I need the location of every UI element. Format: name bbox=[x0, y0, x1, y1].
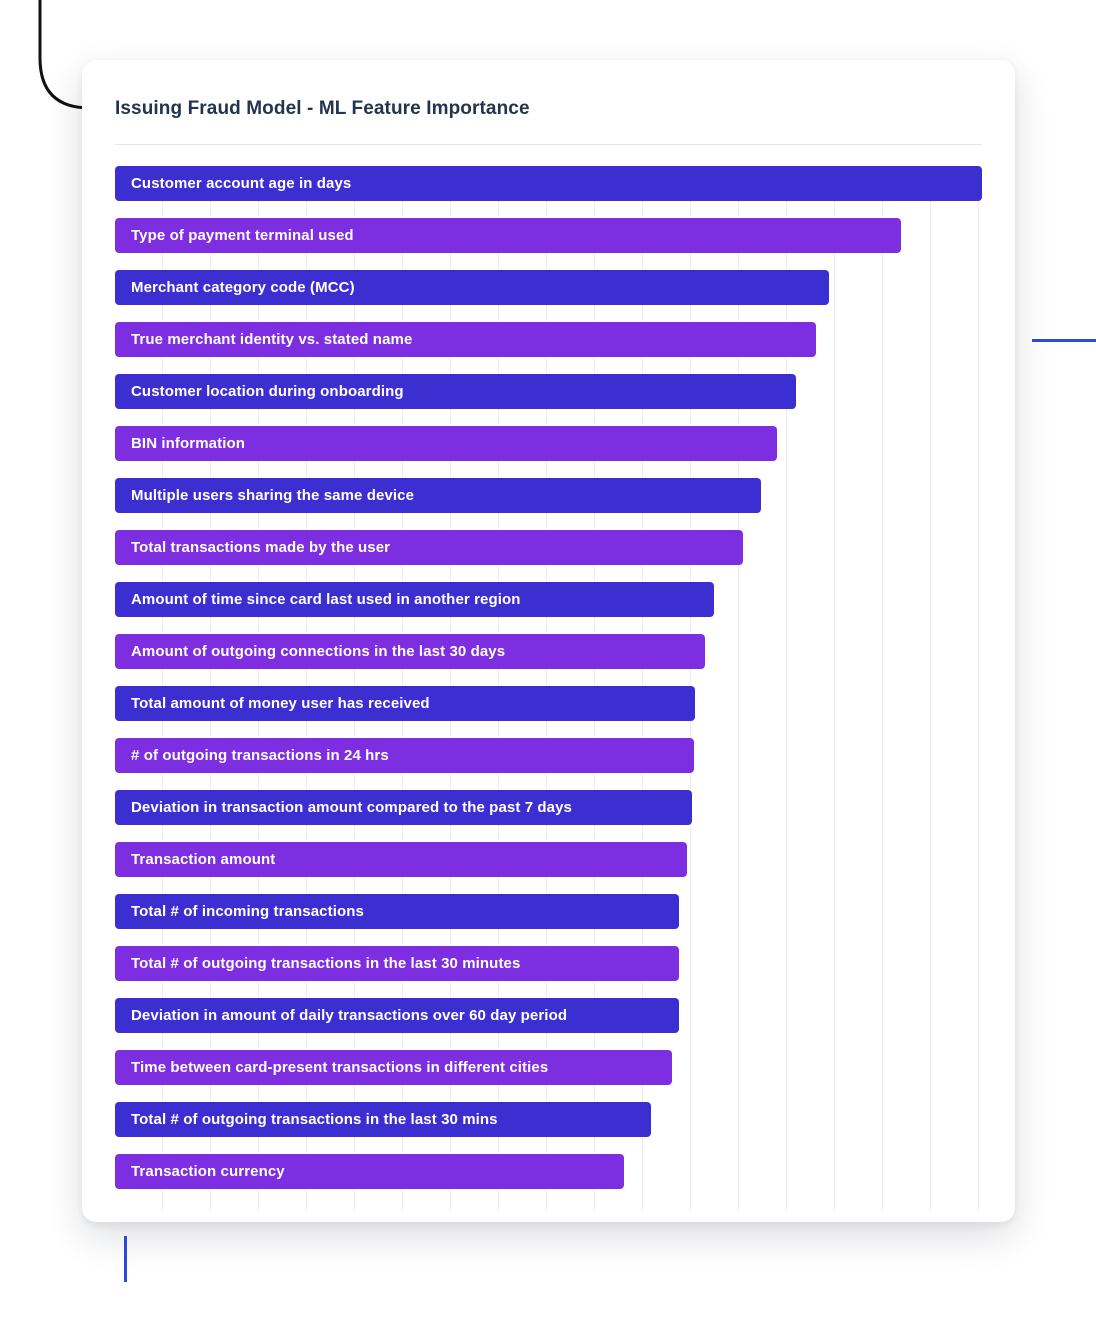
bar: Total # of outgoing transactions in the … bbox=[115, 946, 680, 981]
bar-label: Transaction amount bbox=[131, 851, 276, 868]
bar-row: Customer account age in days bbox=[115, 166, 982, 218]
bar-row: Total transactions made by the user bbox=[115, 530, 982, 582]
bar: Deviation in transaction amount compared… bbox=[115, 790, 692, 825]
bar-label: Multiple users sharing the same device bbox=[131, 487, 415, 504]
bar-row: Merchant category code (MCC) bbox=[115, 270, 982, 322]
page-title: Issuing Fraud Model - ML Feature Importa… bbox=[115, 98, 530, 119]
bar-label: Total # of incoming transactions bbox=[131, 903, 364, 920]
bar: Customer account age in days bbox=[115, 166, 982, 201]
bar: Amount of time since card last used in a… bbox=[115, 582, 715, 617]
bar-row: Amount of outgoing connections in the la… bbox=[115, 634, 982, 686]
bar-row: # of outgoing transactions in 24 hrs bbox=[115, 738, 982, 790]
bar-label: Total transactions made by the user bbox=[131, 539, 391, 556]
bar: True merchant identity vs. stated name bbox=[115, 322, 816, 357]
bar-label: Transaction currency bbox=[131, 1163, 285, 1180]
bar-row: Transaction currency bbox=[115, 1154, 982, 1206]
bar-label: BIN information bbox=[131, 435, 245, 452]
bar: # of outgoing transactions in 24 hrs bbox=[115, 738, 695, 773]
bar-chart: Customer account age in days Type of paym… bbox=[115, 166, 982, 1212]
bar: Customer location during onboarding bbox=[115, 374, 797, 409]
bar-label: Amount of outgoing connections in the la… bbox=[131, 643, 506, 660]
bar: BIN information bbox=[115, 426, 778, 461]
bar-label: Deviation in amount of daily transaction… bbox=[131, 1007, 568, 1024]
bar-row: Total # of incoming transactions bbox=[115, 894, 982, 946]
bar: Total amount of money user has received bbox=[115, 686, 696, 721]
bar-label: Customer account age in days bbox=[131, 175, 352, 192]
right-edge-mark bbox=[1032, 339, 1096, 342]
bar-label: Time between card-present transactions i… bbox=[131, 1059, 549, 1076]
title-divider bbox=[115, 144, 982, 145]
bar-row: Deviation in transaction amount compared… bbox=[115, 790, 982, 842]
bar-row: Total # of outgoing transactions in the … bbox=[115, 1102, 982, 1154]
bottom-edge-mark bbox=[124, 1236, 127, 1282]
bar: Multiple users sharing the same device bbox=[115, 478, 761, 513]
bar-row: Time between card-present transactions i… bbox=[115, 1050, 982, 1102]
bar: Transaction amount bbox=[115, 842, 688, 877]
bar: Total # of incoming transactions bbox=[115, 894, 680, 929]
bar-label: Total amount of money user has received bbox=[131, 695, 430, 712]
bar-row: Multiple users sharing the same device bbox=[115, 478, 982, 530]
bar-row: Total # of outgoing transactions in the … bbox=[115, 946, 982, 998]
bar-row: Type of payment terminal used bbox=[115, 218, 982, 270]
bar-label: # of outgoing transactions in 24 hrs bbox=[131, 747, 389, 764]
bar-row: BIN information bbox=[115, 426, 982, 478]
bar: Transaction currency bbox=[115, 1154, 624, 1189]
feature-importance-card: Issuing Fraud Model - ML Feature Importa… bbox=[82, 60, 1015, 1222]
bar: Deviation in amount of daily transaction… bbox=[115, 998, 680, 1033]
bar-label: Total # of outgoing transactions in the … bbox=[131, 955, 521, 972]
bar-row: Amount of time since card last used in a… bbox=[115, 582, 982, 634]
bar-label: Amount of time since card last used in a… bbox=[131, 591, 521, 608]
bar-row: True merchant identity vs. stated name bbox=[115, 322, 982, 374]
bar-label: Type of payment terminal used bbox=[131, 227, 354, 244]
bar-row: Total amount of money user has received bbox=[115, 686, 982, 738]
bar-row: Customer location during onboarding bbox=[115, 374, 982, 426]
bar: Total transactions made by the user bbox=[115, 530, 743, 565]
bar-label: Merchant category code (MCC) bbox=[131, 279, 355, 296]
bar-row: Transaction amount bbox=[115, 842, 982, 894]
bar-label: Total # of outgoing transactions in the … bbox=[131, 1111, 498, 1128]
bar-row: Deviation in amount of daily transaction… bbox=[115, 998, 982, 1050]
bar: Total # of outgoing transactions in the … bbox=[115, 1102, 651, 1137]
bar: Amount of outgoing connections in the la… bbox=[115, 634, 705, 669]
bar-label: Customer location during onboarding bbox=[131, 383, 404, 400]
bar-label: True merchant identity vs. stated name bbox=[131, 331, 413, 348]
bar: Merchant category code (MCC) bbox=[115, 270, 830, 305]
bar: Time between card-present transactions i… bbox=[115, 1050, 673, 1085]
bar: Type of payment terminal used bbox=[115, 218, 902, 253]
bar-label: Deviation in transaction amount compared… bbox=[131, 799, 572, 816]
